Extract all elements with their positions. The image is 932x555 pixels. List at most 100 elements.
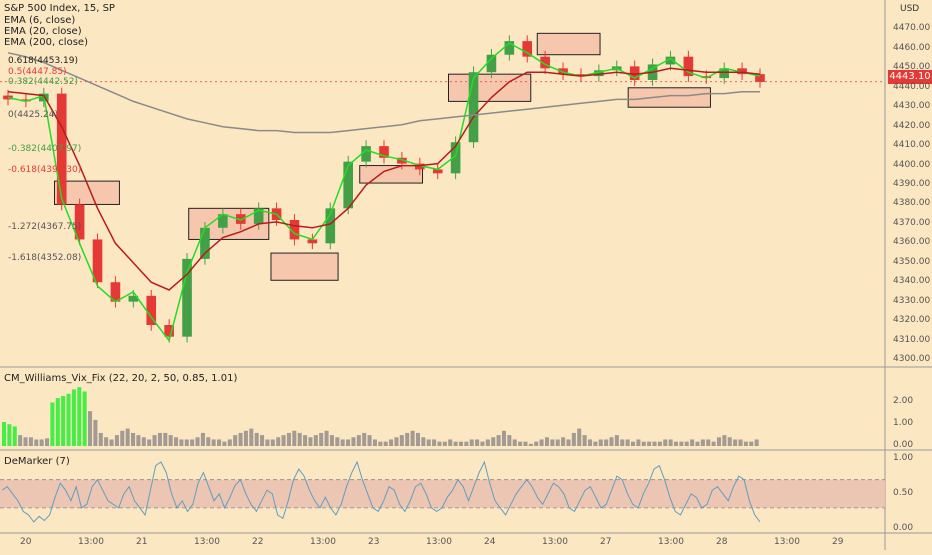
candle-body — [397, 157, 407, 164]
candle-body — [486, 54, 497, 73]
vix-bar — [442, 441, 447, 446]
candle-body — [504, 41, 515, 55]
vix-bar — [609, 437, 614, 446]
demarker-tick-label: 0.50 — [893, 487, 914, 498]
vix-bar — [738, 439, 743, 446]
candle-body — [594, 70, 604, 77]
vix-bar — [716, 437, 722, 446]
vix-bar — [356, 435, 361, 446]
price-tick-label: 4390.00 — [893, 179, 931, 189]
demarker-tick-label: 1.00 — [893, 452, 914, 463]
vix-bar — [647, 441, 652, 446]
vix-bar — [566, 439, 571, 446]
candle-body — [683, 56, 694, 77]
vix-bar — [711, 441, 716, 446]
vix-bar — [98, 432, 103, 446]
vix-bar — [480, 441, 485, 446]
vix-bar — [625, 439, 630, 446]
price-tick-label: 4330.00 — [893, 295, 931, 306]
price-tick-label: 4380.00 — [893, 198, 931, 209]
vix-bar — [141, 437, 146, 446]
vix-bar — [340, 439, 345, 446]
vix-bar — [125, 428, 130, 446]
vix-fix-label: CM_Williams_Vix_Fix (22, 20, 2, 50, 0.85… — [4, 373, 238, 384]
fib-level-label: 0(4425.24) — [8, 110, 58, 121]
vix-bar — [243, 430, 248, 446]
vix-bar — [614, 435, 619, 446]
demarker-line — [1, 460, 761, 523]
fib-level-label: 0.382(4442.52) — [8, 76, 79, 87]
vix-bar — [410, 430, 415, 446]
price-tick-label: 4430.00 — [893, 101, 931, 112]
price-tick-label: 4310.00 — [893, 334, 931, 345]
vix-bar — [620, 439, 625, 446]
candle-body — [379, 146, 389, 158]
vix-bar — [120, 430, 125, 446]
vix-bar — [399, 435, 404, 446]
price-tick-label: 4420.00 — [893, 120, 931, 131]
vix-bar — [421, 437, 426, 446]
vix-bar — [109, 439, 114, 446]
vix-bar — [222, 441, 227, 446]
vix-bar — [136, 435, 141, 446]
vix-bar — [512, 439, 517, 446]
fib-level-label: -1.272(4367.75) — [8, 222, 82, 233]
vix-bar — [61, 395, 66, 446]
time-tick-label: 20 — [20, 537, 32, 547]
vix-bar — [507, 435, 512, 446]
time-tick-label: 29 — [832, 537, 844, 547]
vix-bar — [362, 432, 367, 446]
vix-bar — [372, 439, 377, 446]
candle-body — [218, 214, 228, 228]
vix-bar — [485, 439, 490, 446]
candle-body — [719, 68, 729, 79]
candle-body — [110, 282, 121, 302]
candle-body — [253, 208, 264, 224]
candle-body — [182, 258, 192, 337]
vix-bar — [71, 389, 76, 446]
price-tick-label: 4350.00 — [893, 256, 931, 267]
candle-body — [450, 142, 461, 174]
vix-bar — [437, 441, 442, 446]
time-tick-label: 13:00 — [78, 537, 104, 547]
vix-bar — [733, 439, 738, 446]
vix-bar — [131, 432, 136, 446]
candle-body — [92, 239, 103, 283]
candle-body — [56, 93, 67, 205]
vix-bar — [163, 432, 168, 446]
candle-body — [164, 325, 174, 337]
vix-bar — [227, 439, 232, 446]
vix-bar — [679, 441, 684, 446]
zone-box — [627, 87, 711, 108]
time-tick-label: 27 — [600, 537, 612, 547]
demarker-label: DeMarker (7) — [4, 456, 70, 467]
candle-body — [415, 163, 425, 170]
candle-body — [235, 214, 246, 224]
vix-bar — [587, 439, 593, 446]
price-tick-label: 4400.00 — [893, 159, 931, 170]
vix-bar — [2, 422, 7, 446]
vix-bar — [432, 439, 437, 446]
vix-bar — [523, 441, 528, 446]
time-tick-label: 13:00 — [774, 537, 800, 547]
price-tick-label: 4460.00 — [893, 42, 931, 53]
vix-bar — [415, 432, 420, 446]
vix-tick-label: 2.00 — [893, 396, 914, 407]
time-tick-label: 13:00 — [310, 537, 336, 547]
vix-bar — [668, 439, 673, 446]
candle-body — [325, 208, 336, 244]
vix-bar — [351, 437, 356, 446]
price-tick-label: 4470.00 — [893, 23, 931, 34]
vix-bar — [265, 439, 270, 446]
vix-bar — [200, 432, 205, 446]
vix-bar — [394, 437, 399, 446]
vix-bar — [555, 439, 560, 446]
candle-body — [755, 74, 765, 82]
vix-bar — [458, 441, 463, 446]
time-tick-label: 23 — [368, 537, 380, 547]
vix-bar — [426, 439, 431, 446]
price-tick-label: 4300.00 — [893, 354, 931, 364]
vix-bar — [663, 439, 668, 446]
vix-bar — [66, 393, 71, 446]
vix-bar — [28, 437, 33, 446]
